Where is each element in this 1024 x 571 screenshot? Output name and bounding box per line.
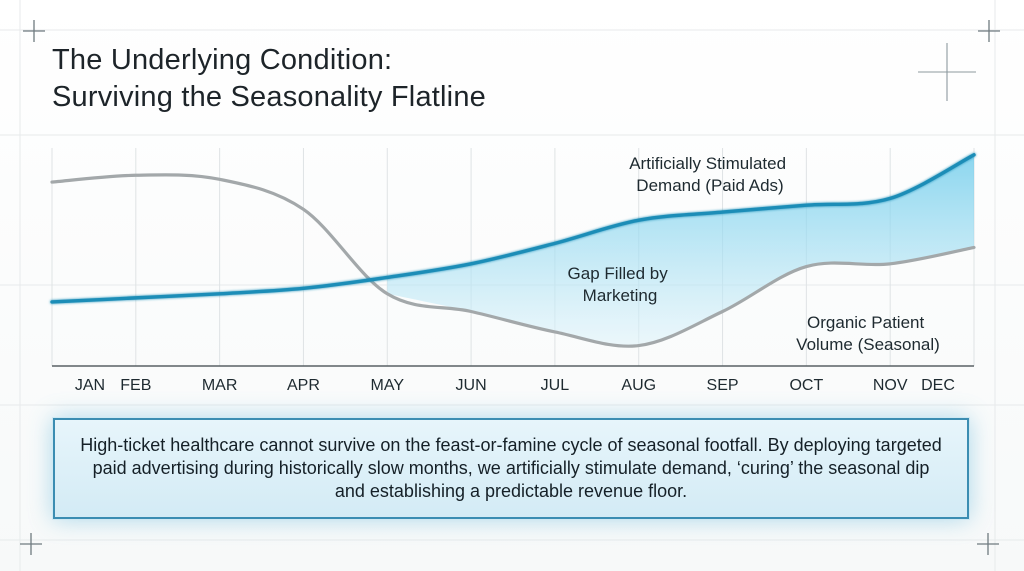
gap-filled-label-line-2: Marketing	[583, 286, 658, 305]
insight-callout: High-ticket healthcare cannot survive on…	[53, 418, 969, 519]
gap-filled-label: Gap Filled by Marketing	[568, 264, 673, 305]
x-axis-label-aug: AUG	[621, 377, 656, 394]
x-axis-label-apr: APR	[287, 377, 320, 394]
page-title: The Underlying Condition: Surviving the …	[52, 42, 486, 116]
paid-demand-line	[50, 153, 976, 304]
x-axis-label-feb: FEB	[120, 377, 151, 394]
title-line-2: Surviving the Seasonality Flatline	[52, 81, 486, 113]
organic-volume-label-line-1: Organic Patient	[807, 313, 924, 332]
x-axis-label-nov: NOV	[873, 377, 908, 394]
insight-callout-text: High-ticket healthcare cannot survive on…	[80, 435, 942, 501]
title-line-1: The Underlying Condition:	[52, 44, 393, 76]
organic-volume-label: Organic Patient Volume (Seasonal)	[796, 313, 940, 354]
organic-patient-volume-line	[50, 173, 976, 348]
x-axis-labels: JAN FEB MAR APR MAY JUN JUL AUG SEP OCT NOV DEC	[75, 377, 955, 394]
organic-volume-label-line-2: Volume (Seasonal)	[796, 335, 940, 354]
x-axis-label-oct: OCT	[789, 377, 823, 394]
x-axis-label-may: MAY	[371, 377, 405, 394]
paid-demand-label-line-1: Artificially Stimulated	[629, 154, 786, 173]
gap-filled-label-line-1: Gap Filled by	[568, 264, 669, 283]
x-axis-label-sep: SEP	[707, 377, 739, 394]
x-axis-label-jul: JUL	[541, 377, 570, 394]
x-axis-label-jan: JAN	[75, 377, 105, 394]
gap-filled-area	[387, 154, 975, 347]
paid-demand-label: Artificially Stimulated Demand (Paid Ads…	[629, 154, 791, 195]
paid-demand-label-line-2: Demand (Paid Ads)	[636, 176, 783, 195]
x-axis-label-mar: MAR	[202, 377, 238, 394]
x-axis-label-dec: DEC	[921, 377, 955, 394]
x-axis-label-jun: JUN	[456, 377, 487, 394]
